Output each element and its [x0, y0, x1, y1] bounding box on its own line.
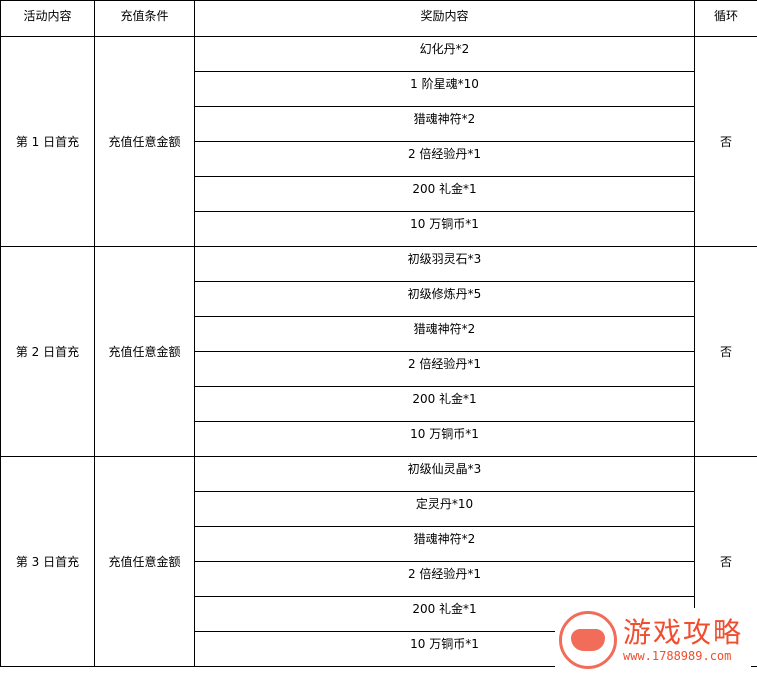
table-row: 1 阶星魂*10: [1, 71, 757, 107]
table-row: 定灵丹*10: [1, 491, 757, 527]
header-rewards: 奖励内容: [194, 0, 695, 37]
loop-cell: 否: [694, 246, 757, 457]
table-row: 第 3 日首充 充值任意金额 初级仙灵晶*3 否: [0, 456, 757, 667]
condition-cell: 充值任意金额: [94, 246, 195, 457]
reward-cell: 2 倍经验丹*1: [194, 351, 695, 387]
reward-cell: 2 倍经验丹*1: [194, 141, 695, 177]
gamepad-icon: [559, 611, 617, 669]
table-row: 10 万铜币*1: [1, 421, 757, 457]
reward-cell: 初级仙灵晶*3: [194, 456, 695, 492]
condition-cell: 充值任意金额: [94, 36, 195, 247]
activity-cell: 第 1 日首充: [0, 36, 95, 247]
table-row: 第 1 日首充 充值任意金额 幻化丹*2 否: [0, 36, 757, 247]
reward-cell: 定灵丹*10: [194, 491, 695, 527]
reward-cell: 幻化丹*2: [194, 36, 695, 72]
header-loop: 循环: [694, 0, 757, 37]
loop-cell: 否: [694, 36, 757, 247]
header-condition: 充值条件: [94, 0, 195, 37]
reward-cell: 猎魂神符*2: [194, 106, 695, 142]
reward-cell: 10 万铜币*1: [194, 421, 695, 457]
watermark-title: 游戏攻略: [623, 616, 744, 649]
reward-cell: 猎魂神符*2: [194, 526, 695, 562]
activity-cell: 第 3 日首充: [0, 456, 95, 667]
watermark-url: www.1788989.com: [623, 649, 732, 663]
table-row: 猎魂神符*2: [1, 316, 757, 352]
reward-cell: 2 倍经验丹*1: [194, 561, 695, 597]
table-row: 第 2 日首充 充值任意金额 初级羽灵石*3 否: [0, 246, 757, 457]
header-activity: 活动内容: [0, 0, 95, 37]
reward-cell: 初级修炼丹*5: [194, 281, 695, 317]
watermark: 游戏攻略 www.1788989.com: [555, 608, 751, 672]
reward-cell: 200 礼金*1: [194, 176, 695, 212]
reward-cell: 猎魂神符*2: [194, 316, 695, 352]
reward-cell: 200 礼金*1: [194, 386, 695, 422]
activity-cell: 第 2 日首充: [0, 246, 95, 457]
header-row: 活动内容 充值条件 奖励内容 循环: [0, 0, 757, 37]
reward-cell: 10 万铜币*1: [194, 211, 695, 247]
reward-cell: 初级羽灵石*3: [194, 246, 695, 282]
table-row: 2 倍经验丹*1: [1, 561, 757, 597]
table-row: 200 礼金*1: [1, 386, 757, 422]
reward-cell: 1 阶星魂*10: [194, 71, 695, 107]
table-row: 猎魂神符*2: [1, 106, 757, 142]
table-row: 猎魂神符*2: [1, 526, 757, 562]
table-row: 200 礼金*1: [1, 176, 757, 212]
condition-cell: 充值任意金额: [94, 456, 195, 667]
table-row: 2 倍经验丹*1: [1, 351, 757, 387]
